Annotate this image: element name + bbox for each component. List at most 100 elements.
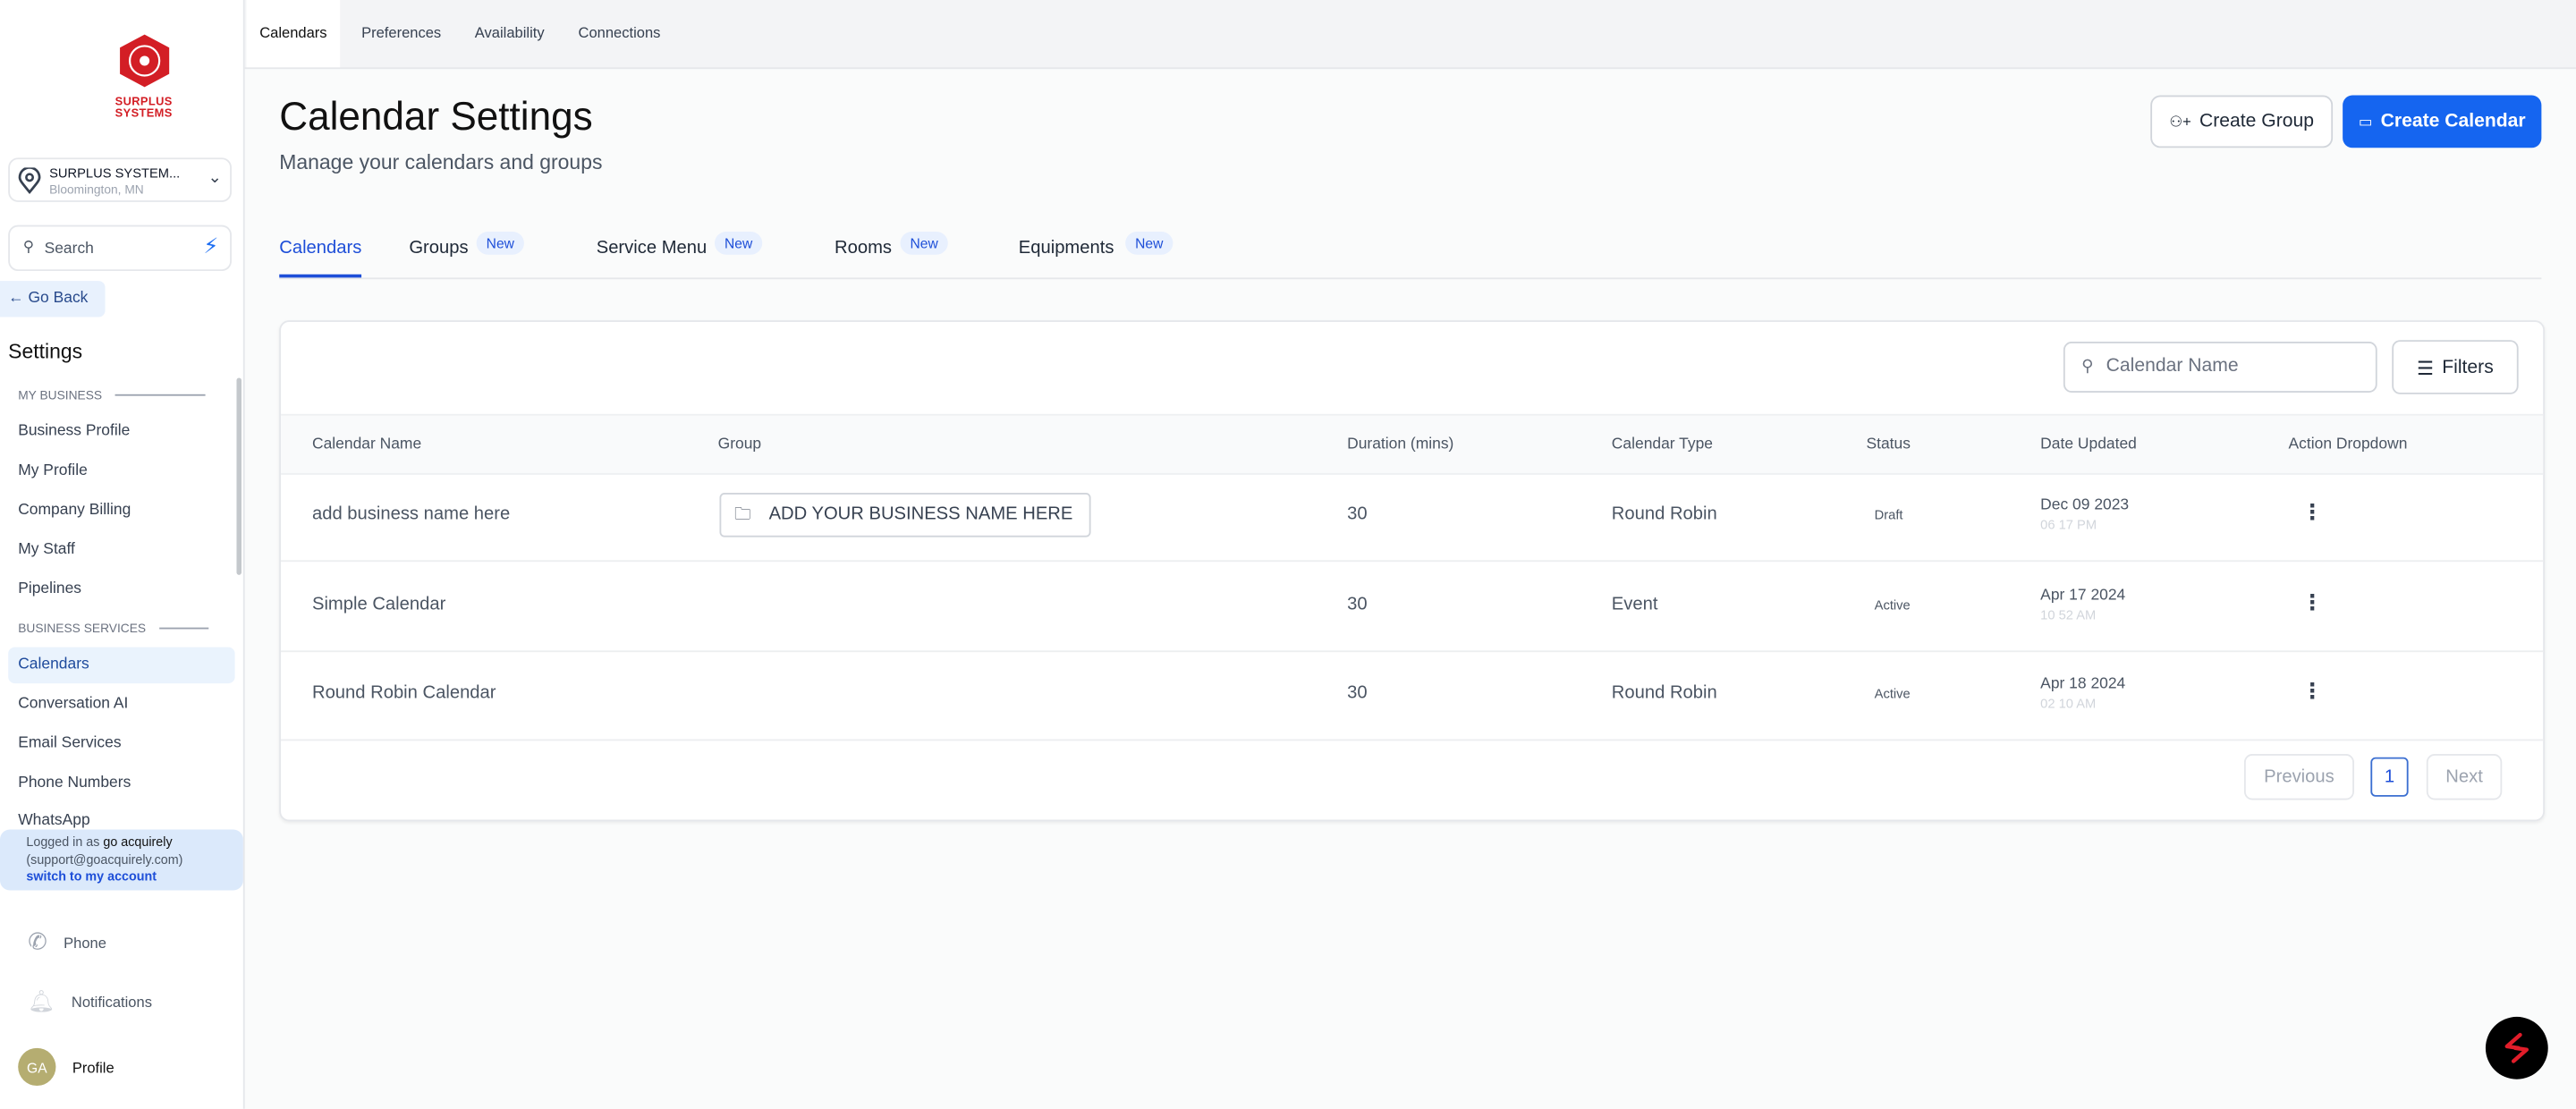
brand-name: SURPLUS SYSTEMS xyxy=(114,97,173,121)
search-input[interactable]: ⚲ Search ⚡ xyxy=(8,224,232,272)
top-tab-connections[interactable]: Connections xyxy=(578,24,661,41)
location-switcher[interactable]: SURPLUS SYSTEM... Bloomington, MN ⌄ xyxy=(8,157,232,202)
create-calendar-label: Create Calendar xyxy=(2380,111,2526,131)
search-icon: ⚲ xyxy=(22,238,34,255)
divider xyxy=(114,394,206,396)
profile-button[interactable]: GA Profile xyxy=(18,1047,114,1087)
brand-chat-icon xyxy=(2504,1032,2529,1063)
top-tab-availability[interactable]: Availability xyxy=(474,24,545,41)
calendar-tabs: Calendars Groups New Service Menu New Ro… xyxy=(279,225,2542,280)
avatar: GA xyxy=(18,1047,56,1087)
tab-service-menu[interactable]: Service Menu xyxy=(596,238,708,258)
calendar-type: Event xyxy=(1611,593,1658,614)
sidebar-item-my-staff[interactable]: My Staff xyxy=(18,540,75,559)
duration: 30 xyxy=(1347,504,1368,524)
arrow-left-icon: ← xyxy=(8,289,24,308)
section-my-business: MY BUSINESS xyxy=(18,387,206,402)
tab-calendars[interactable]: Calendars xyxy=(279,238,362,278)
chevron-down-icon: ⌄ xyxy=(208,169,222,188)
switch-account-link[interactable]: switch to my account xyxy=(26,868,157,885)
more-vertical-icon[interactable]: ⋮ xyxy=(2301,678,2324,704)
chat-widget-button[interactable] xyxy=(2485,1016,2548,1079)
page-title: Calendar Settings xyxy=(279,95,593,140)
duration: 30 xyxy=(1347,593,1368,614)
page-subtitle: Manage your calendars and groups xyxy=(279,150,603,174)
settings-heading: Settings xyxy=(8,340,83,363)
next-page-button[interactable]: Next xyxy=(2426,754,2503,800)
time-updated: 02 10 AM xyxy=(2040,696,2097,712)
calendar-search-placeholder: Calendar Name xyxy=(2106,356,2239,377)
calendar-name[interactable]: Round Robin Calendar xyxy=(311,683,496,704)
column-header[interactable]: Action Dropdown xyxy=(2288,435,2408,453)
bell-icon: 🔔︎ xyxy=(28,988,55,1014)
date-updated: Dec 09 2023 xyxy=(2040,495,2130,514)
sidebar-item-conversation-ai[interactable]: Conversation AI xyxy=(18,694,129,714)
quick-action-bolt-icon[interactable]: ⚡ xyxy=(203,233,219,258)
sidebar-item-my-profile[interactable]: My Profile xyxy=(18,461,88,480)
calendar-name[interactable]: Simple Calendar xyxy=(311,593,446,614)
brand-logo: SURPLUS SYSTEMS xyxy=(90,33,197,120)
logged-in-user: go acquirely xyxy=(103,834,173,850)
more-vertical-icon[interactable]: ⋮ xyxy=(2301,588,2324,614)
user-plus-icon: ⚇+ xyxy=(2169,112,2191,130)
folder-icon: 🗀 xyxy=(734,505,751,524)
sidebar-item-company-billing[interactable]: Company Billing xyxy=(18,501,131,520)
group-field[interactable]: 🗀 ADD YOUR BUSINESS NAME HERE xyxy=(719,493,1091,538)
status-badge: Active xyxy=(1874,686,1911,702)
phone-button[interactable]: ✆ Phone xyxy=(28,928,106,956)
filters-button[interactable]: ☰ Filters xyxy=(2392,340,2519,394)
tab-rooms[interactable]: Rooms xyxy=(835,238,893,258)
sidebar-item-calendars[interactable]: Calendars xyxy=(8,647,235,684)
column-header[interactable]: Calendar Type xyxy=(1611,435,1713,453)
sidebar-scrollbar[interactable] xyxy=(236,377,242,575)
column-header[interactable]: Status xyxy=(1866,435,1911,453)
date-updated: Apr 17 2024 xyxy=(2040,585,2126,604)
new-badge: New xyxy=(714,231,763,255)
calendar-type: Round Robin xyxy=(1611,504,1717,524)
calendar-icon: ▭ xyxy=(2358,112,2373,130)
logo-icon xyxy=(119,34,169,88)
column-header[interactable]: Group xyxy=(717,435,762,453)
column-header[interactable]: Calendar Name xyxy=(311,435,422,453)
location-city: Bloomington, MN xyxy=(49,182,144,198)
column-header[interactable]: Date Updated xyxy=(2040,435,2137,453)
section-title: MY BUSINESS xyxy=(18,387,103,402)
divider xyxy=(158,627,208,630)
page-1-button[interactable]: 1 xyxy=(2370,757,2409,797)
table-row[interactable]: Round Robin Calendar 30 Round Robin Active A… xyxy=(281,650,2544,741)
sidebar-item-pipelines[interactable]: Pipelines xyxy=(18,580,82,598)
sidebar-item-phone-numbers[interactable]: Phone Numbers xyxy=(18,774,131,792)
create-calendar-button[interactable]: ▭ Create Calendar xyxy=(2343,95,2542,148)
group-name: ADD YOUR BUSINESS NAME HERE xyxy=(768,504,1073,524)
calendar-name-search[interactable]: ⚲ Calendar Name xyxy=(2063,342,2377,393)
logged-in-line: Logged in as go acquirely xyxy=(26,834,242,851)
location-pin-icon xyxy=(18,167,41,194)
logged-in-email: (support@goacquirely.com) xyxy=(26,851,183,867)
duration: 30 xyxy=(1347,683,1368,704)
previous-page-button[interactable]: Previous xyxy=(2243,754,2354,800)
table-row[interactable]: add business name here 🗀 ADD YOUR BUSINESS… xyxy=(281,471,2544,563)
new-badge: New xyxy=(1125,231,1174,255)
top-tab-calendars[interactable]: Calendars xyxy=(246,0,341,68)
table-row[interactable]: Simple Calendar 30 Event Active Apr 17 2024 1… xyxy=(281,561,2544,652)
more-vertical-icon[interactable]: ⋮ xyxy=(2301,499,2324,524)
go-back-button[interactable]: ← Go Back xyxy=(0,281,106,317)
sidebar-item-whatsapp[interactable]: WhatsApp xyxy=(18,811,90,830)
sidebar-item-email-services[interactable]: Email Services xyxy=(18,734,122,753)
section-business-services: BUSINESS SERVICES xyxy=(18,621,208,636)
column-header[interactable]: Duration (mins) xyxy=(1347,435,1454,453)
sidebar-item-business-profile[interactable]: Business Profile xyxy=(18,422,131,441)
create-group-button[interactable]: ⚇+ Create Group xyxy=(2150,95,2334,148)
profile-label: Profile xyxy=(72,1058,114,1076)
tab-equipments[interactable]: Equipments xyxy=(1018,238,1114,258)
notifications-button[interactable]: 🔔︎ Notifications xyxy=(28,989,152,1015)
calendar-type: Round Robin xyxy=(1611,683,1717,704)
calendar-name[interactable]: add business name here xyxy=(311,504,511,524)
notifications-label: Notifications xyxy=(71,994,152,1011)
top-tab-preferences[interactable]: Preferences xyxy=(361,24,442,41)
status-badge: Draft xyxy=(1874,507,1903,523)
new-badge: New xyxy=(476,231,524,255)
tab-groups[interactable]: Groups xyxy=(409,238,469,258)
search-placeholder: Search xyxy=(44,240,94,258)
